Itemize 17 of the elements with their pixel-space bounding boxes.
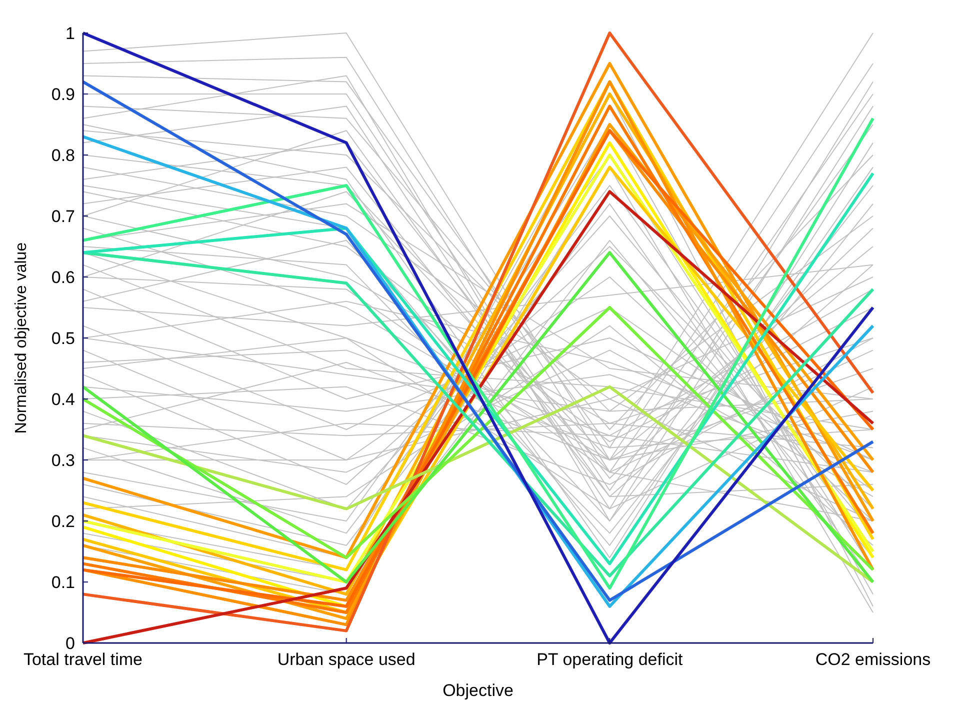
x-tick-label: CO2 emissions bbox=[815, 650, 931, 669]
x-axis-title: Objective bbox=[442, 681, 514, 700]
y-tick-label: 1 bbox=[66, 24, 75, 43]
x-tick-label: Urban space used bbox=[277, 650, 416, 669]
y-tick-label: 0.9 bbox=[51, 84, 75, 104]
y-tick-label: 0 bbox=[66, 634, 75, 653]
y-tick-label: 0.5 bbox=[51, 328, 75, 348]
x-tick-label: Total travel time bbox=[23, 650, 143, 669]
x-tick-label: PT operating deficit bbox=[536, 650, 684, 669]
y-tick-label: 0.7 bbox=[51, 206, 75, 226]
y-tick-label: 0.2 bbox=[51, 512, 75, 531]
y-tick-label: 0.8 bbox=[51, 146, 75, 165]
y-tick-label: 0.6 bbox=[51, 268, 75, 287]
y-tick-label: 0.4 bbox=[51, 390, 75, 409]
y-tick-label: 0.3 bbox=[51, 450, 75, 470]
y-tick-label: 0.1 bbox=[51, 572, 75, 592]
y-axis-title: Normalised objective value bbox=[13, 242, 30, 434]
